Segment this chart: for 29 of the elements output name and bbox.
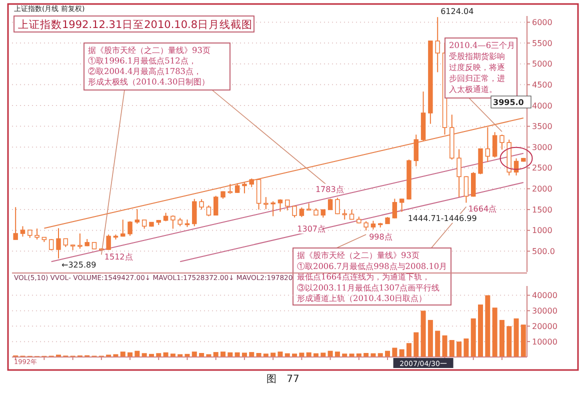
caption: 图 77 xyxy=(266,374,300,385)
y-tick-label: 30000 xyxy=(532,306,558,316)
annotation: 据《股市天经（之二）量线》93页①取1996.1月最低点512点，②取2004.4月最高点1783点，形成太极线（2010.4.30日制图） xyxy=(88,45,210,86)
y-tick-label: 1000 xyxy=(532,226,552,236)
chart-title: 上证指数1992.12.31日至2010.10.8日月线截图 xyxy=(18,18,253,31)
y-tick-label: 10000 xyxy=(532,337,558,346)
annotation: 3995.0 xyxy=(493,98,524,107)
annotation: 6124.04 xyxy=(440,7,474,16)
y-tick-label: 4000 xyxy=(532,101,552,110)
y-tick-label: 5000 xyxy=(532,60,552,69)
annotation: 998点 xyxy=(369,232,392,242)
y-tick-label: 5500 xyxy=(532,38,552,48)
annotation: ←325.89 xyxy=(61,260,96,270)
y-tick-label: 40000 xyxy=(532,291,558,300)
y-tick-label: 2500 xyxy=(532,164,552,173)
annotation: 1512点 xyxy=(104,252,133,262)
annotation: 1307点 xyxy=(297,224,326,234)
annotation: 1664点 xyxy=(468,204,497,214)
y-tick-label: 1500 xyxy=(532,205,552,214)
y-tick-label: 4500 xyxy=(532,80,552,90)
y-tick-label: 3000 xyxy=(532,142,552,152)
annotation: 1783点 xyxy=(315,184,344,194)
y-tick-label: 20000 xyxy=(532,322,558,331)
annotation: 2010.4—6三个月受股指期货影响过度反映，将逐步回归正常，进入太极通道。 xyxy=(449,40,516,94)
annotation: 1444.71-1446.99 xyxy=(408,214,477,223)
y-tick-label: 2000 xyxy=(532,184,552,194)
y-tick-label: 500.0 xyxy=(532,246,555,256)
y-tick-label: 6000 xyxy=(532,18,552,28)
y-tick-label: 3500 xyxy=(532,122,552,132)
